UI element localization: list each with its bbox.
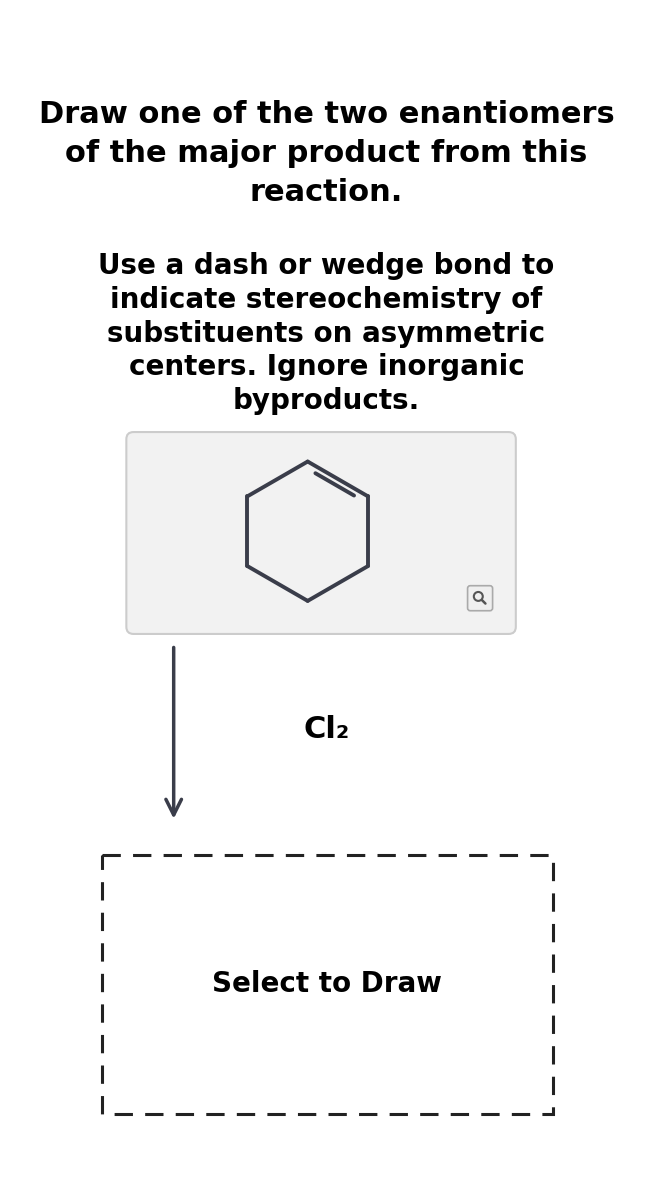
Text: indicate stereochemistry of: indicate stereochemistry of — [110, 286, 543, 313]
Bar — [103, 854, 553, 1114]
Text: Use a dash or wedge bond to: Use a dash or wedge bond to — [99, 252, 554, 280]
Text: Cl₂: Cl₂ — [303, 715, 349, 744]
Text: reaction.: reaction. — [249, 179, 403, 208]
Text: centers. Ignore inorganic: centers. Ignore inorganic — [129, 354, 524, 382]
FancyBboxPatch shape — [468, 586, 492, 611]
Text: substituents on asymmetric: substituents on asymmetric — [107, 319, 545, 348]
Text: Select to Draw: Select to Draw — [212, 970, 441, 998]
Text: Draw one of the two enantiomers: Draw one of the two enantiomers — [39, 100, 614, 128]
Text: byproducts.: byproducts. — [233, 388, 420, 415]
Text: of the major product from this: of the major product from this — [65, 139, 588, 168]
FancyBboxPatch shape — [126, 432, 516, 634]
